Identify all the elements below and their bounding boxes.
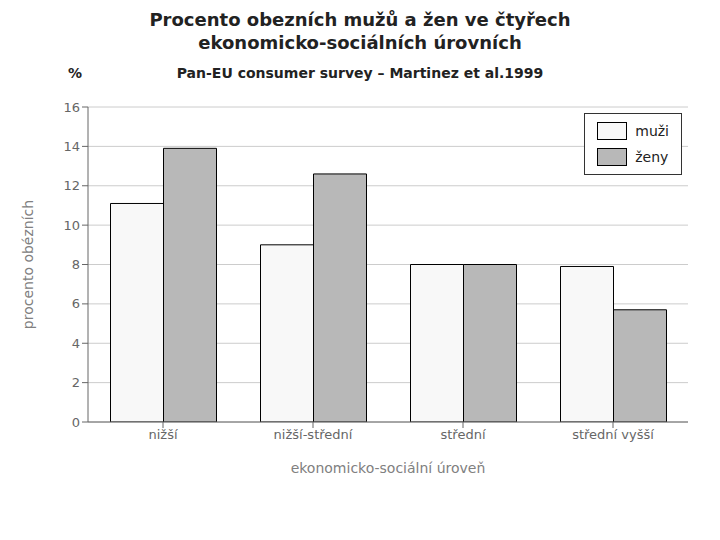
svg-text:nižší-střední: nižší-střední [274, 427, 353, 442]
svg-text:střední vyšší: střední vyšší [572, 427, 654, 442]
svg-text:procento obézních: procento obézních [20, 200, 36, 329]
svg-text:14: 14 [63, 139, 80, 154]
html-text:Procento obezních mužů a žen v: Procento obezních mužů a žen ve čtyřech … [149, 9, 571, 54]
svg-text:16: 16 [63, 99, 80, 114]
svg-text:4: 4 [72, 336, 80, 351]
svg-text:ekonomicko-sociální úroveň: ekonomicko-sociální úroveň [291, 460, 486, 476]
html-text:muži: muži [635, 122, 669, 139]
svg-text:0: 0 [72, 414, 80, 429]
svg-text:nižší: nižší [148, 427, 177, 442]
svg-text:6: 6 [72, 296, 80, 311]
svg-text:12: 12 [63, 178, 80, 193]
html-text:ženy: ženy [635, 148, 669, 165]
html-text:Pan-EU consumer survey – Marti: Pan-EU consumer survey – Martinez et al.… [176, 64, 544, 81]
svg-text:10: 10 [63, 218, 80, 233]
svg-text:střední: střední [440, 427, 485, 442]
svg-text:2: 2 [72, 375, 80, 390]
svg-text:8: 8 [72, 257, 80, 272]
